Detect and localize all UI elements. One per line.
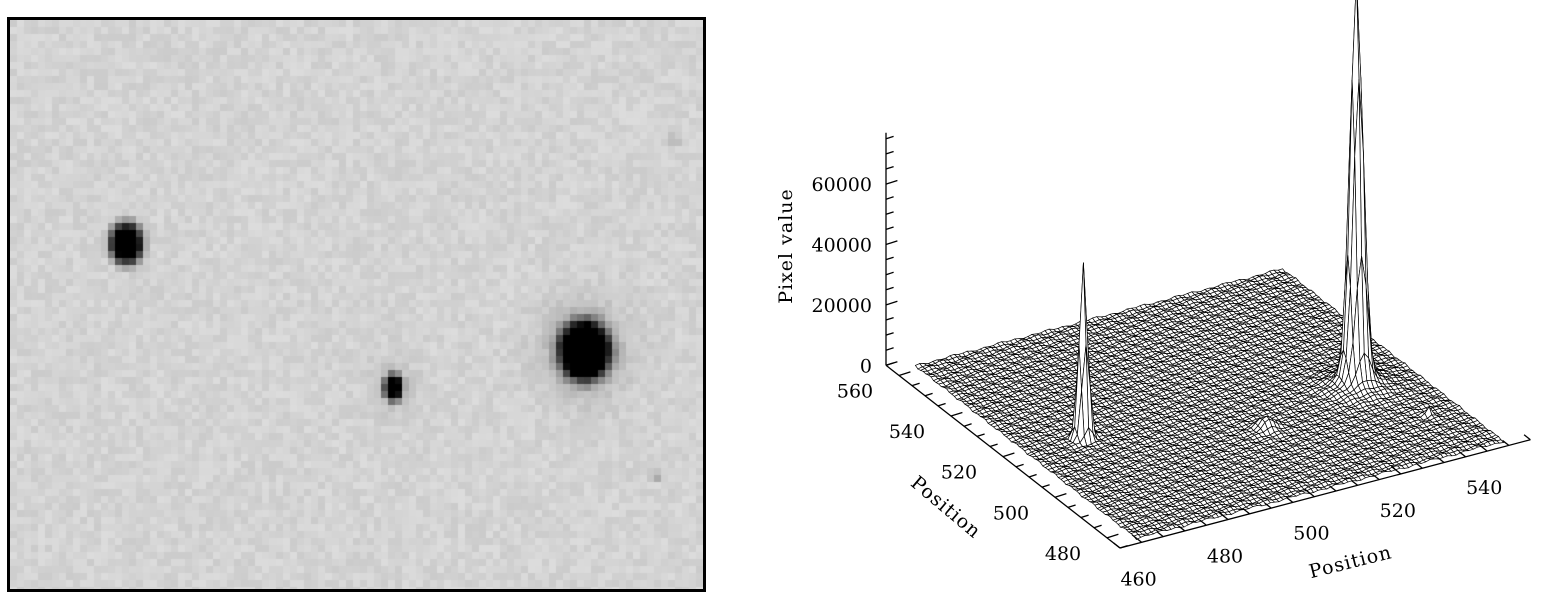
star-field-image xyxy=(7,17,706,592)
star-field-canvas xyxy=(10,20,703,589)
surface-mesh xyxy=(914,0,1505,541)
